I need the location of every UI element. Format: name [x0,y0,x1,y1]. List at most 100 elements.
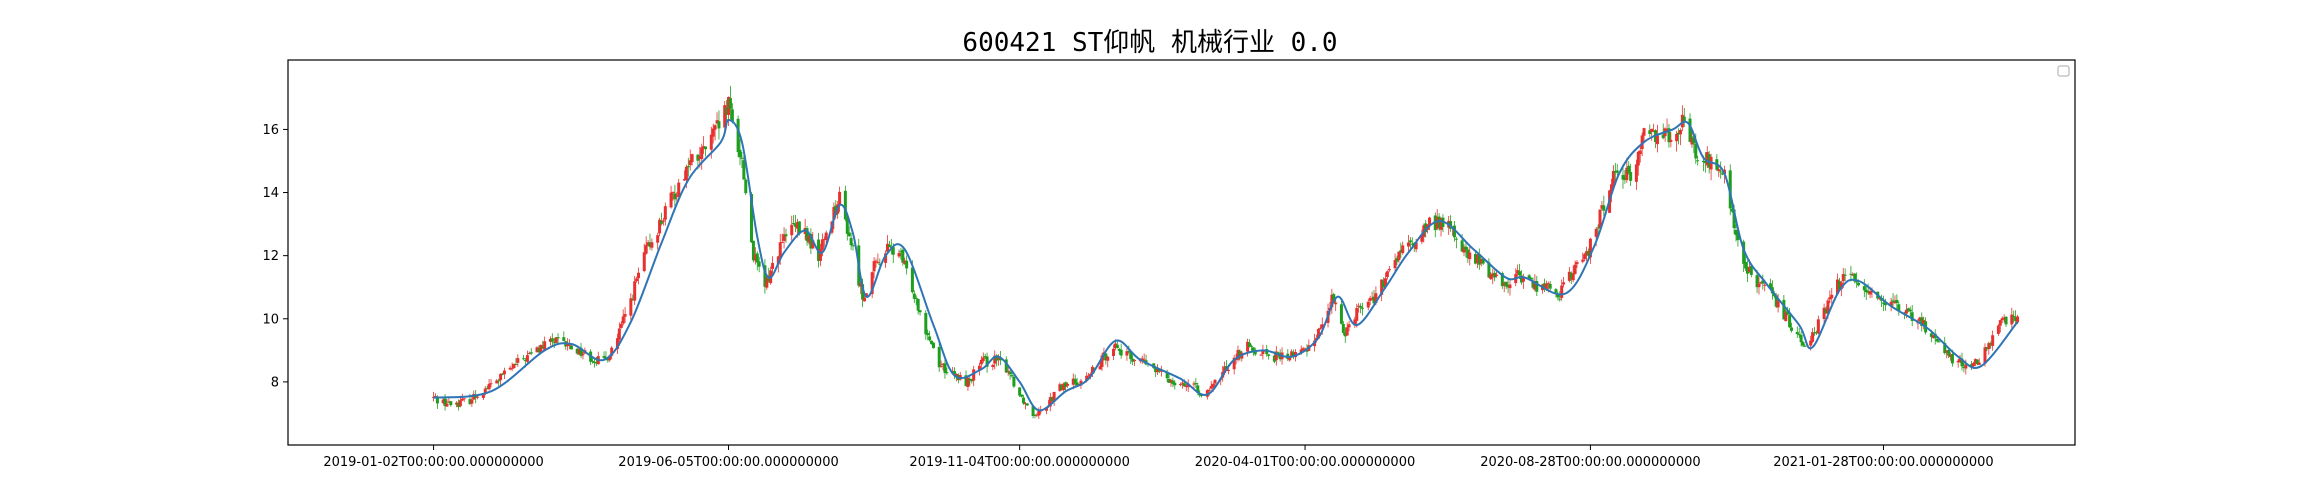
candle-body [637,272,641,279]
candle-body [1466,249,1470,259]
candle-body [579,347,583,356]
candle-body [1558,298,1562,300]
candle-body [2004,316,2008,325]
candle-body [1115,344,1119,349]
candle-body [1131,358,1135,362]
candle-body [514,364,518,366]
candle-body [1332,294,1336,304]
candle-body [472,393,476,400]
candle-body [1048,397,1052,407]
candle-body [1703,160,1707,164]
candle-body [1529,278,1533,280]
candle-body [1502,282,1506,286]
candle-body [527,353,531,355]
candle-body [1801,342,1805,346]
candle-body [548,338,552,342]
candle-body [727,96,731,115]
candle-body [797,221,801,234]
candle-body [964,375,968,386]
candle-body [1274,351,1278,361]
candle-body [861,284,865,300]
candle-body [1571,273,1575,281]
candle-body [1763,284,1767,286]
candle-body [1171,380,1175,384]
candle-body [1452,225,1456,238]
candle-body [702,146,706,149]
candle-body [1868,291,1872,295]
candle-body [997,357,1001,360]
candle-body [577,348,581,355]
candle-body [1937,341,1941,343]
candle-body [792,223,796,225]
candle-body [1851,274,1855,276]
candle-body [539,344,543,353]
candle-body [1383,278,1387,287]
candle-body [1841,274,1845,282]
candle-body [1211,384,1215,388]
candle-body [1677,132,1681,135]
candle-body [1288,357,1292,361]
candle-body [1690,138,1694,145]
candle-body [1316,329,1320,339]
candle-body [847,232,851,237]
candle-body [1247,342,1251,347]
candle-body [1301,348,1305,351]
candle-body [1276,352,1280,354]
candle-body [849,237,853,246]
candle-body [1238,351,1242,358]
candle-body [899,251,903,253]
candle-body [1092,367,1096,369]
candle-body [794,224,798,227]
candle-body [1768,283,1772,289]
candle-body [1742,241,1746,264]
candle-body [1598,209,1602,229]
candle-body [1857,283,1861,286]
y-tick-label: 16 [262,123,279,138]
candle-body [863,297,867,302]
candle-body [1790,327,1794,331]
candle-body [824,232,828,241]
candle-body [953,371,957,376]
candle-body [1922,320,1926,327]
candle-body [1950,354,1954,364]
candle-body [1736,233,1740,241]
candle-body [1058,384,1062,391]
candle-body [1113,343,1117,349]
candle-body [569,345,573,350]
candle-body [1066,383,1070,386]
candle-body [1479,258,1483,264]
candle-body [1839,282,1843,290]
candle-body [885,243,889,252]
candle-body [568,344,572,346]
candle-body [1719,171,1723,173]
candle-body [1355,308,1359,321]
candle-body [1837,281,1841,290]
candle-body [1330,294,1334,308]
candle-body [646,242,650,246]
candle-body [476,396,480,398]
candle-body [782,234,786,241]
candle-body [1184,386,1188,388]
candle-body [1931,335,1935,339]
candle-body [1562,282,1566,285]
candle-body [1682,116,1686,121]
candle-body [1140,358,1144,361]
candle-body [1583,254,1587,260]
candle-body [1060,384,1064,391]
candle-body [1305,349,1309,352]
candle-body [820,239,824,250]
candle-body [456,402,460,407]
candle-body [631,299,635,301]
candle-body [1799,335,1803,343]
candle-body [1343,332,1347,337]
candle-body [1623,177,1627,181]
candle-body [1533,281,1537,290]
candle-body [1087,375,1091,377]
candle-body [1544,283,1548,289]
candle-body [537,348,541,353]
candle-body [1744,261,1748,269]
candle-body [778,242,782,257]
candle-body [954,373,958,377]
candle-body [1290,351,1294,357]
candle-body [977,365,981,371]
